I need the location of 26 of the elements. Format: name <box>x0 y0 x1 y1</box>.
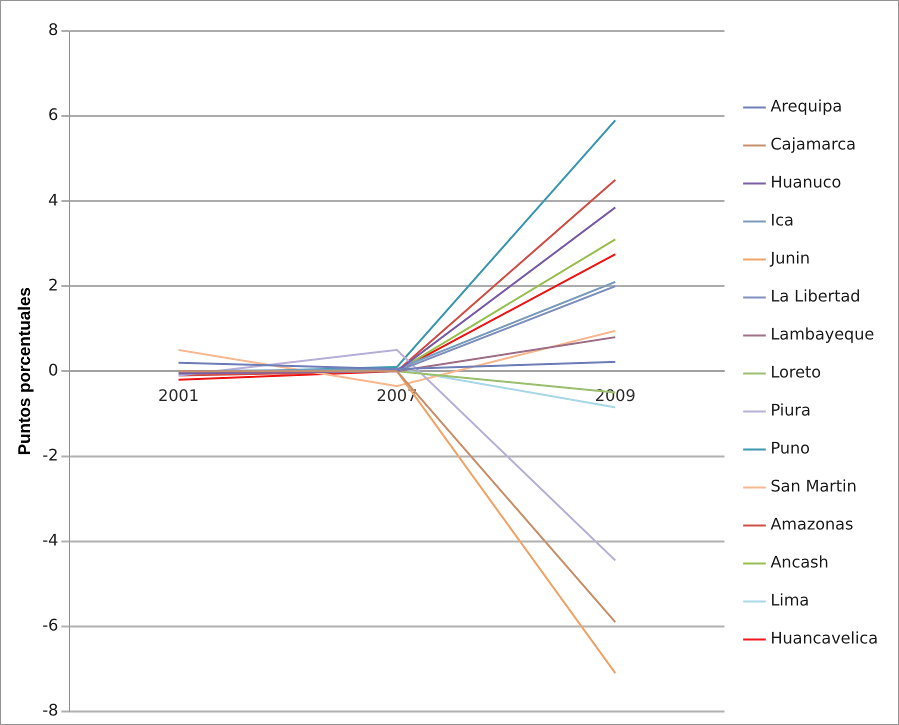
y-tick-label: 6 <box>48 105 58 124</box>
legend-label: Cajamarca <box>770 134 856 154</box>
legend-label: Huanuco <box>770 172 842 192</box>
legend-label: Puno <box>770 438 810 458</box>
legend-label: Arequipa <box>770 96 842 116</box>
y-tick-label: 2 <box>48 275 58 294</box>
y-tick-label: 0 <box>48 360 58 380</box>
legend-label: Ancash <box>770 552 829 572</box>
y-tick-label: -4 <box>42 530 58 550</box>
legend-label: Piura <box>770 400 811 420</box>
y-tick-label: -2 <box>42 445 58 464</box>
y-tick-label: -6 <box>42 616 58 635</box>
legend-label: Huancavelica <box>770 628 878 648</box>
y-tick-label: 4 <box>48 190 58 210</box>
y-axis-title: Puntos porcentuales <box>14 287 34 456</box>
legend-label: San Martin <box>770 476 857 496</box>
legend-label: Lima <box>770 590 810 610</box>
legend-label: Ica <box>770 210 794 230</box>
legend-label: La Libertad <box>770 286 860 306</box>
legend-label: Junin <box>769 248 810 268</box>
x-tick-label: 2001 <box>158 386 199 405</box>
y-tick-label: 8 <box>48 20 58 40</box>
legend-label: Lambayeque <box>770 324 874 344</box>
legend-label: Amazonas <box>770 514 854 534</box>
legend-label: Loreto <box>770 362 822 382</box>
y-tick-label: -8 <box>42 700 58 720</box>
